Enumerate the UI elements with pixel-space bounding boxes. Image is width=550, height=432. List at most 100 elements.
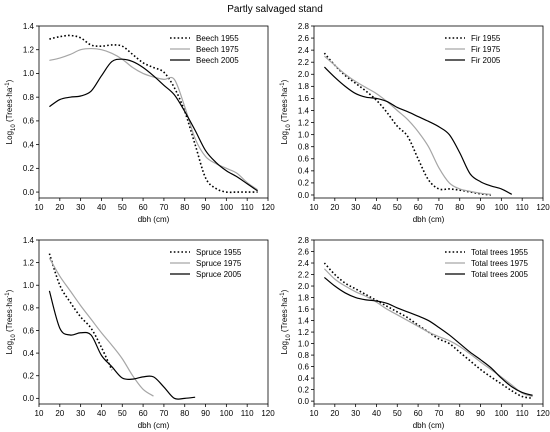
legend-label: Beech 1955 [196,34,239,43]
legend-label: Fir 2005 [471,56,501,65]
y-tick-label: 2.8 [298,22,310,31]
x-tick-label: 120 [536,409,550,418]
x-axis-label: dbh (cm) [138,215,170,224]
legend-label: Total trees 1975 [471,259,528,268]
y-tick-label: 0.8 [298,351,310,360]
y-tick-label: 0.4 [298,374,310,383]
y-tick-label: 1.2 [23,258,35,267]
y-tick-label: 0.2 [298,385,310,394]
y-tick-label: 2.0 [298,70,310,79]
y-axis-label: Log10 (Trees·ha-1) [280,79,292,144]
series-line-fir-2005 [323,66,513,195]
y-tick-label: 1.4 [298,316,310,325]
y-tick-label: 0.4 [23,140,35,149]
y-axis-label: Log10 (Trees·ha-1) [280,289,292,354]
x-tick-label: 60 [139,409,148,418]
x-tick-label: 70 [434,409,443,418]
x-tick-label: 70 [434,203,443,212]
y-tick-label: 0.6 [298,155,310,164]
x-tick-label: 50 [393,203,402,212]
x-tick-label: 80 [455,203,464,212]
y-tick-label: 2.4 [298,259,310,268]
x-axis-label: dbh (cm) [138,421,170,430]
x-tick-label: 50 [393,409,402,418]
x-tick-label: 90 [201,409,210,418]
plot-frame [313,25,544,199]
series-line-fir-1955 [323,52,492,196]
y-tick-label: 2.2 [298,58,310,67]
chart-panel-3: 10 20 30 40 50 60 70 80 90 100 110 120 0.0 0.2 0.4 0.6 0… [5,236,275,430]
x-tick-label: 10 [310,409,319,418]
x-tick-label: 120 [261,409,275,418]
y-tick-label: 1.8 [298,293,310,302]
y-tick-label: 1.0 [23,281,35,290]
series-line-spruce-1975 [48,257,154,397]
y-tick-label: 2.2 [298,270,310,279]
y-tick-label: 1.0 [23,69,35,78]
y-tick-label: 1.2 [298,328,310,337]
y-tick-label: 2.4 [298,46,310,55]
y-tick-label: 2.8 [298,236,310,245]
x-tick-label: 90 [476,203,485,212]
series-line-total-trees-2005 [324,276,533,396]
x-tick-label: 60 [414,203,423,212]
y-tick-label: 0.4 [23,349,35,358]
x-tick-label: 70 [159,409,168,418]
x-tick-label: 60 [139,203,148,212]
y-axis-label: Log10 (Trees·ha-1) [5,79,17,144]
y-tick-label: 0.2 [23,164,35,173]
x-tick-label: 90 [201,203,210,212]
y-tick-label: 1.2 [298,118,310,127]
x-tick-label: 80 [455,409,464,418]
y-tick-label: 2.6 [298,34,310,43]
x-tick-label: 30 [76,409,85,418]
x-tick-label: 20 [330,203,339,212]
x-tick-label: 110 [241,203,254,212]
legend-label: Beech 2005 [196,56,239,65]
y-tick-label: 0.6 [298,362,310,371]
x-tick-label: 100 [220,203,234,212]
y-tick-label: 0.0 [23,188,35,197]
figure-title: Partly salvaged stand [227,4,323,15]
chart-panel-1: 10 20 30 40 50 60 70 80 90 100 110 120 0.0 0.2 0.4 0.6 0… [5,22,275,224]
plot-frame [313,239,544,405]
x-tick-label: 30 [76,203,85,212]
x-axis-label: dbh (cm) [413,215,445,224]
x-tick-label: 80 [180,203,189,212]
x-tick-label: 100 [220,409,234,418]
x-tick-label: 110 [516,409,529,418]
y-tick-label: 1.0 [298,130,310,139]
y-tick-label: 0.0 [298,191,310,200]
x-tick-label: 80 [180,409,189,418]
y-tick-label: 0.6 [23,326,35,335]
legend-label: Total trees 1955 [471,248,528,257]
x-tick-label: 40 [97,409,106,418]
x-tick-label: 70 [159,203,168,212]
y-tick-label: 1.0 [298,339,310,348]
y-tick-label: 2.0 [298,282,310,291]
y-tick-label: 0.8 [23,93,35,102]
x-tick-label: 30 [351,409,360,418]
legend-label: Beech 1975 [196,45,239,54]
legend-label: Spruce 1975 [196,259,242,268]
x-tick-label: 60 [414,409,423,418]
legend-label: Spruce 1955 [196,248,242,257]
series-line-beech-2005 [49,58,258,192]
x-axis-label: dbh (cm) [413,421,445,430]
x-tick-label: 20 [55,203,64,212]
y-tick-label: 2.6 [298,247,310,256]
y-axis-label: Log10 (Trees·ha-1) [5,289,17,354]
y-tick-label: 0.8 [23,304,35,313]
series-line-fir-1975 [324,55,492,195]
y-tick-label: 0.2 [23,372,35,381]
y-tick-label: 0.0 [298,397,310,406]
y-tick-label: 1.6 [298,94,310,103]
y-tick-label: 1.4 [23,22,35,31]
x-tick-label: 50 [118,203,127,212]
legend-label: Fir 1955 [471,34,501,43]
y-tick-label: 1.6 [298,305,310,314]
plot-frame [38,25,269,199]
y-tick-label: 0.2 [298,179,310,188]
plot-frame [38,239,269,405]
